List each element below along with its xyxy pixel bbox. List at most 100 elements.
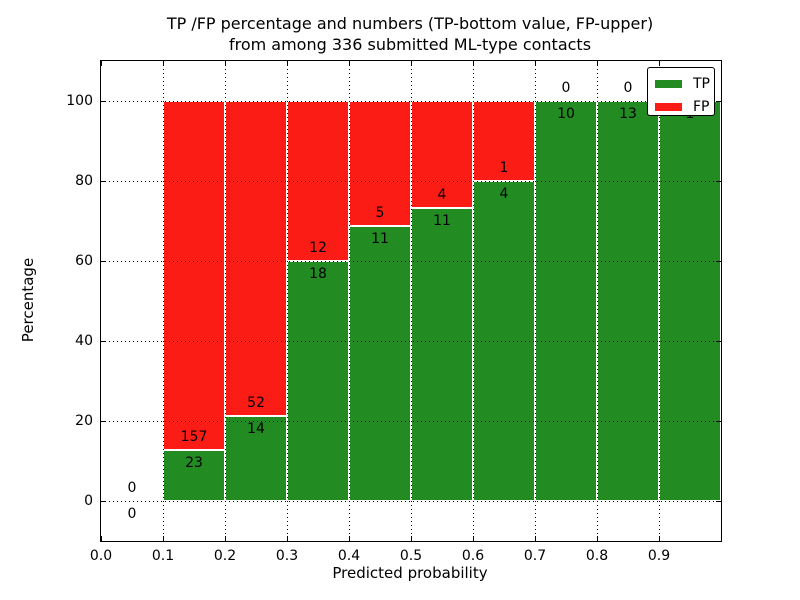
x-tick-top — [163, 61, 164, 66]
fp-count-label: 0 — [561, 80, 571, 96]
x-tick-top — [535, 61, 536, 66]
tp-bar-segment — [597, 101, 659, 501]
x-tick-label: 0.8 — [585, 548, 609, 564]
x-tick-top — [659, 61, 660, 66]
plot-area: TP FP 00157235214121851141114010013010.0… — [66, 60, 722, 564]
x-tick-bottom — [411, 536, 412, 541]
y-gridline — [101, 101, 721, 102]
y-tick-left — [101, 421, 106, 422]
fp-swatch-icon — [655, 102, 682, 111]
y-tick-left — [101, 181, 106, 182]
legend-item-tp: TP — [655, 74, 714, 93]
fp-count-label: 1 — [499, 160, 509, 176]
x-tick-top — [597, 61, 598, 66]
fp-count-label: 0 — [127, 480, 137, 496]
legend-label-tp: TP — [693, 75, 710, 92]
x-tick-label: 0.2 — [213, 548, 237, 564]
tp-count-label: 23 — [185, 454, 203, 471]
tp-bar-segment — [287, 261, 349, 501]
x-tick-bottom — [101, 536, 102, 541]
fp-count-label: 52 — [247, 395, 265, 412]
y-tick-label: 0 — [84, 493, 93, 509]
x-gridline — [411, 61, 412, 541]
x-gridline — [597, 61, 598, 541]
x-tick-label: 0.6 — [461, 548, 485, 564]
x-tick-label: 0.4 — [337, 548, 361, 564]
y-tick-left — [101, 501, 106, 502]
y-tick-left — [101, 341, 106, 342]
y-tick-label: 80 — [75, 173, 93, 189]
y-axis-label: Percentage — [19, 257, 37, 343]
x-gridline — [225, 61, 226, 541]
y-tick-label: 60 — [75, 253, 93, 269]
y-tick-label: 40 — [75, 333, 93, 349]
x-tick-bottom — [163, 536, 164, 541]
x-tick-label: 0.0 — [89, 548, 113, 564]
y-tick-right — [716, 421, 721, 422]
fp-count-label: 0 — [623, 80, 633, 96]
fp-count-label: 157 — [180, 428, 208, 445]
x-tick-bottom — [473, 536, 474, 541]
y-tick-right — [716, 181, 721, 182]
tp-count-label: 18 — [309, 266, 327, 282]
x-tick-bottom — [535, 536, 536, 541]
y-tick-left — [101, 101, 106, 102]
y-tick-right — [716, 501, 721, 502]
x-tick-top — [473, 61, 474, 66]
y-tick-right — [716, 261, 721, 262]
tp-bar-segment — [535, 101, 597, 501]
x-gridline — [659, 61, 660, 541]
x-tick-label: 0.7 — [523, 548, 547, 564]
legend-item-fp: FP — [655, 97, 714, 116]
y-gridline — [101, 261, 721, 262]
x-tick-top — [287, 61, 288, 66]
fp-count-label: 4 — [437, 186, 447, 203]
y-tick-label: 100 — [66, 93, 93, 109]
y-tick-right — [716, 101, 721, 102]
tp-count-label: 11 — [433, 212, 451, 229]
x-gridline — [349, 61, 350, 541]
tp-count-label: 4 — [499, 186, 509, 202]
chart-title: TP /FP percentage and numbers (TP-bottom… — [100, 13, 720, 55]
tp-bar-segment — [659, 101, 721, 501]
x-axis-label: Predicted probability — [332, 564, 488, 582]
x-tick-label: 0.9 — [647, 548, 671, 564]
fp-count-label: 5 — [375, 205, 385, 221]
x-tick-bottom — [349, 536, 350, 541]
tp-bar-segment — [225, 416, 287, 501]
legend: TP FP — [647, 67, 715, 116]
fp-bar-segment — [163, 101, 225, 450]
chart-title-line1: TP /FP percentage and numbers (TP-bottom… — [166, 14, 654, 33]
tp-count-label: 10 — [557, 106, 575, 122]
x-tick-label: 0.5 — [399, 548, 423, 564]
tp-count-label: 11 — [371, 231, 389, 247]
x-tick-bottom — [287, 536, 288, 541]
x-tick-top — [101, 61, 102, 66]
y-tick-right — [716, 341, 721, 342]
x-tick-label: 0.3 — [275, 548, 299, 564]
x-gridline — [535, 61, 536, 541]
y-gridline — [101, 501, 721, 502]
legend-label-fp: FP — [693, 98, 710, 115]
fp-count-label: 12 — [309, 240, 327, 256]
x-gridline — [163, 61, 164, 541]
x-tick-top — [225, 61, 226, 66]
x-tick-label: 0.1 — [151, 548, 175, 564]
fp-bar-segment — [225, 101, 287, 417]
tp-bar-segment — [411, 207, 473, 501]
chart-title-line2: from among 336 submitted ML-type contact… — [228, 35, 592, 54]
x-tick-top — [349, 61, 350, 66]
tp-swatch-icon — [655, 79, 682, 88]
x-tick-bottom — [659, 536, 660, 541]
fp-bar-segment — [349, 101, 411, 226]
y-gridline — [101, 421, 721, 422]
tp-bar-segment — [163, 449, 225, 501]
x-tick-top — [411, 61, 412, 66]
y-tick-left — [101, 261, 106, 262]
x-tick-bottom — [597, 536, 598, 541]
tp-count-label: 0 — [127, 506, 137, 522]
y-gridline — [101, 341, 721, 342]
tp-bar-segment — [349, 226, 411, 501]
tp-count-label: 14 — [247, 421, 265, 438]
